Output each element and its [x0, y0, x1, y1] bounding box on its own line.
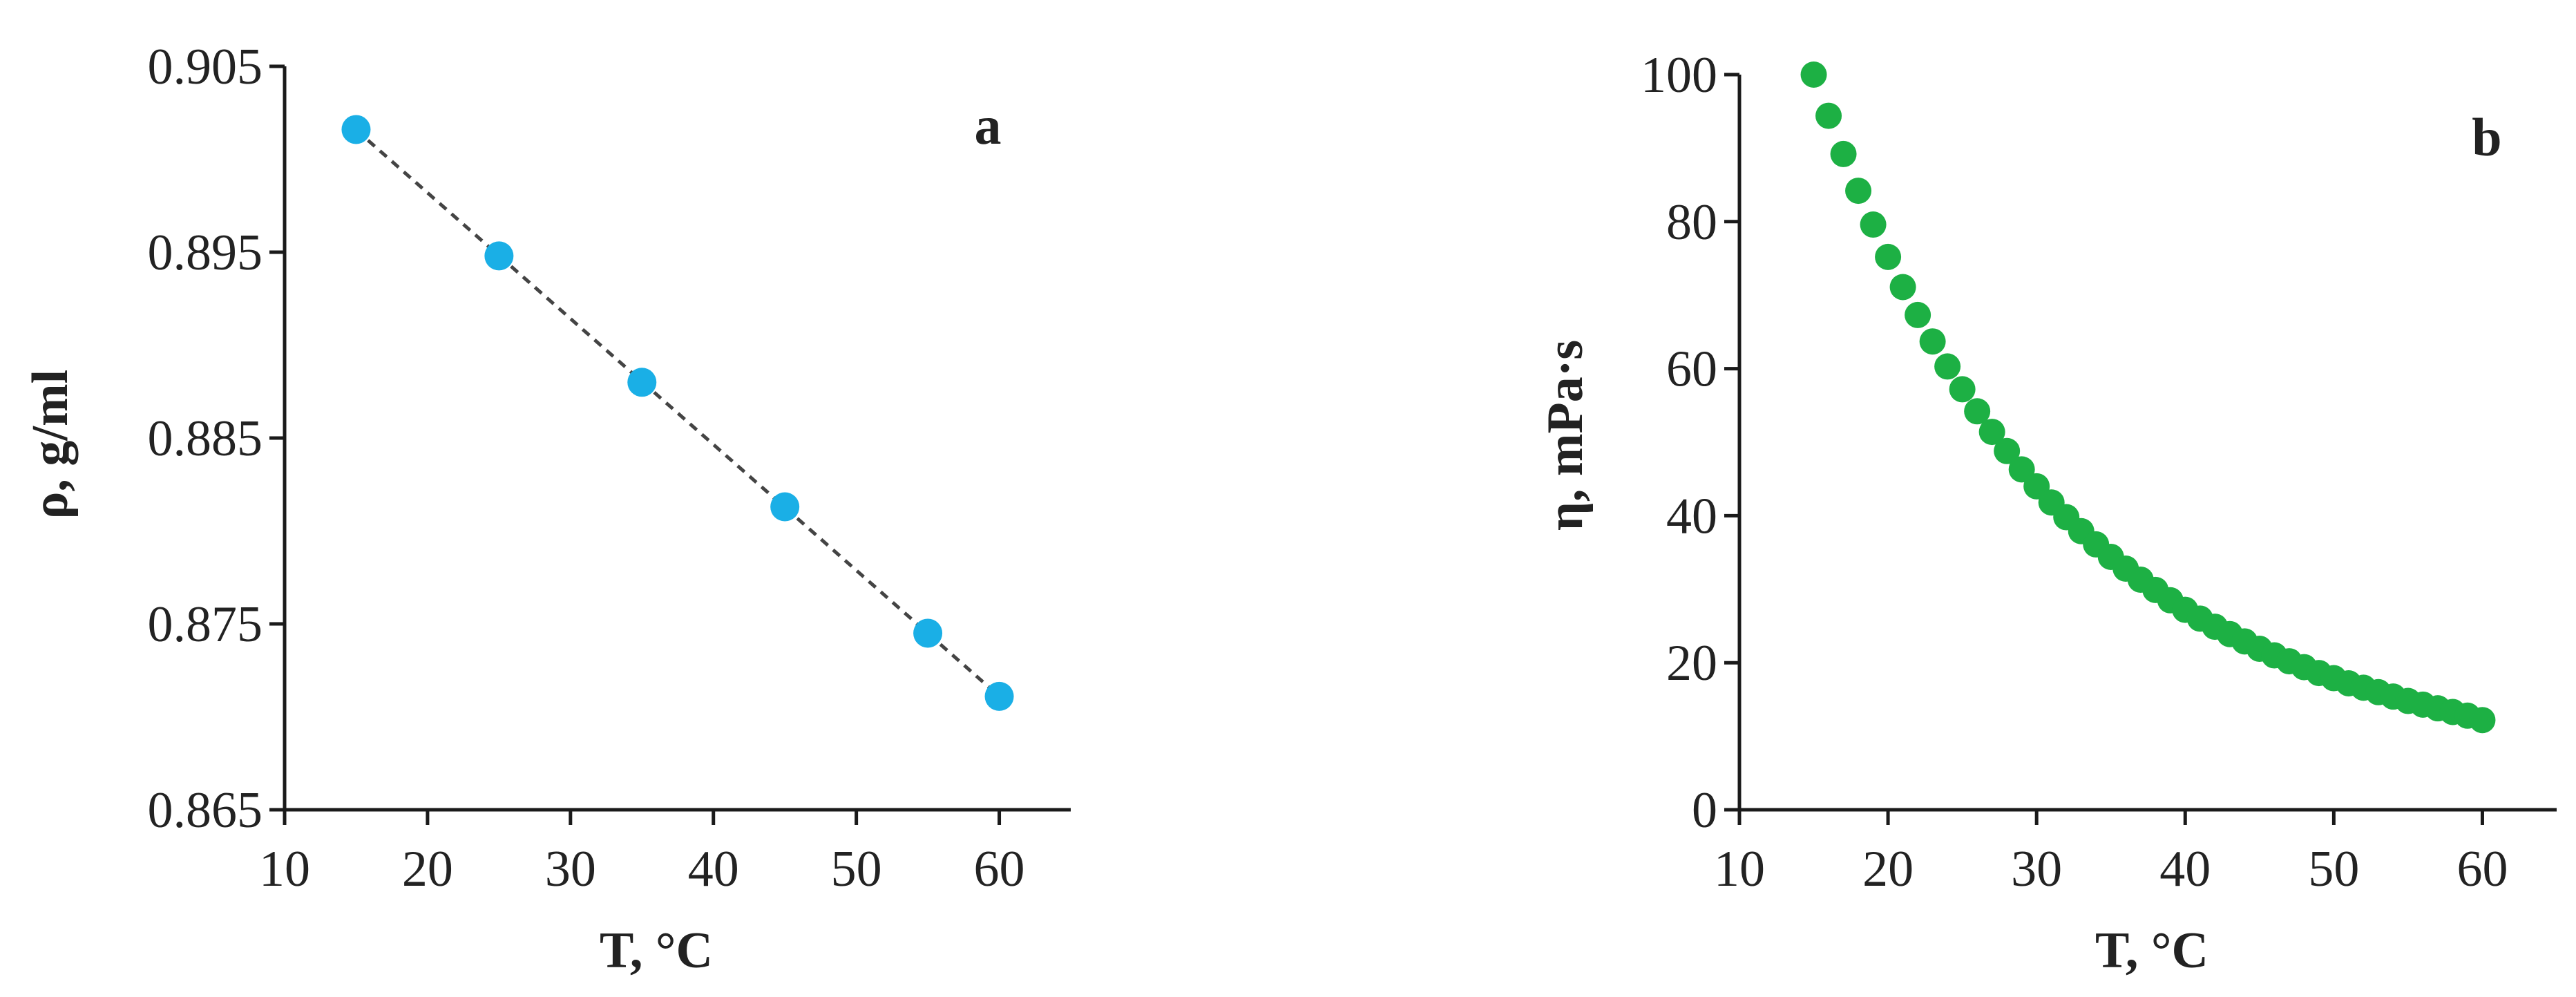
- data-point: [1934, 353, 1961, 380]
- y-tick-label: 40: [1666, 488, 1717, 544]
- data-point: [1994, 437, 2021, 464]
- y-tick-label: 60: [1666, 341, 1717, 398]
- data-point: [1875, 243, 1902, 270]
- x-tick-label: 10: [259, 841, 310, 898]
- trend-line: [354, 129, 1001, 698]
- y-tick-label: 100: [1641, 47, 1717, 104]
- y-tick-label: 0.895: [148, 225, 263, 281]
- x-tick-label: 40: [2159, 841, 2211, 898]
- chart-panel-b: b T, °C η, mPa·s 0 20 40 60 80 100 10 20 30 40 50 6…: [1537, 47, 2557, 979]
- x-tick-label: 40: [688, 841, 739, 898]
- x-tick-label: 30: [2011, 841, 2062, 898]
- x-tick-label: 20: [402, 841, 453, 898]
- x-tick-label: 50: [831, 841, 882, 898]
- x-tick-label: 30: [545, 841, 596, 898]
- data-point: [1949, 376, 1976, 403]
- chart-panel-a: a T, °C ρ, g/ml 0.865 0.875 0.885 0.895 0.90…: [22, 39, 1071, 979]
- data-point: [1830, 140, 1857, 167]
- data-point: [1964, 398, 1991, 425]
- x-tick-label: 60: [974, 841, 1025, 898]
- x-tick-label: 60: [2456, 841, 2508, 898]
- data-point: [984, 681, 1014, 711]
- data-point: [1889, 274, 1916, 301]
- x-tick-label: 10: [1714, 841, 1765, 898]
- y-tick-label: 0.905: [148, 39, 263, 95]
- data-point: [1860, 211, 1887, 238]
- data-point: [1815, 102, 1842, 129]
- y-axis-title: ρ, g/ml: [22, 370, 79, 519]
- x-tick-label: 20: [1862, 841, 1914, 898]
- data-point: [341, 115, 371, 144]
- data-point: [770, 492, 800, 522]
- data-point: [1845, 178, 1872, 205]
- data-point: [1800, 61, 1827, 88]
- x-tick-label: 50: [2308, 841, 2359, 898]
- y-tick-label: 80: [1666, 194, 1717, 251]
- data-point: [913, 618, 943, 648]
- y-tick-label: 20: [1666, 635, 1717, 692]
- y-axis-title: η, mPa·s: [1537, 340, 1594, 531]
- x-axis-title: T, °C: [2095, 922, 2208, 979]
- y-tick-label: 0.875: [148, 596, 263, 653]
- data-point: [2469, 707, 2496, 734]
- data-point: [1978, 419, 2005, 446]
- data-point: [627, 368, 657, 397]
- panel-label: a: [975, 95, 1002, 155]
- data-point: [1919, 328, 1946, 355]
- data-point: [484, 241, 514, 271]
- y-tick-label: 0.865: [148, 782, 263, 839]
- data-point: [1905, 301, 1931, 328]
- panel-label: b: [2472, 107, 2501, 167]
- x-axis-title: T, °C: [600, 922, 713, 979]
- data-point: [2008, 456, 2035, 483]
- y-tick-label: 0.885: [148, 410, 263, 467]
- y-tick-label: 0: [1692, 782, 1717, 839]
